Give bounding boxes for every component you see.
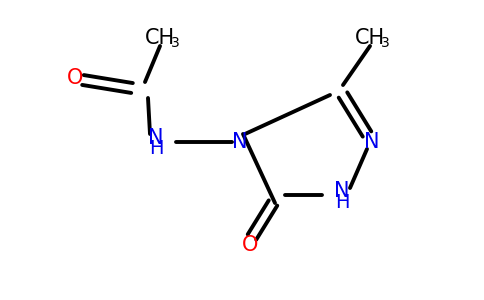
Text: 3: 3 — [171, 36, 180, 50]
Text: CH: CH — [145, 28, 175, 48]
Text: 3: 3 — [380, 36, 389, 50]
Text: H: H — [149, 140, 163, 158]
Text: O: O — [242, 235, 258, 255]
Text: N: N — [334, 181, 350, 201]
Text: H: H — [335, 193, 349, 211]
Text: N: N — [364, 132, 380, 152]
Text: N: N — [148, 128, 164, 148]
Text: N: N — [232, 132, 248, 152]
Text: O: O — [67, 68, 83, 88]
Text: CH: CH — [355, 28, 385, 48]
